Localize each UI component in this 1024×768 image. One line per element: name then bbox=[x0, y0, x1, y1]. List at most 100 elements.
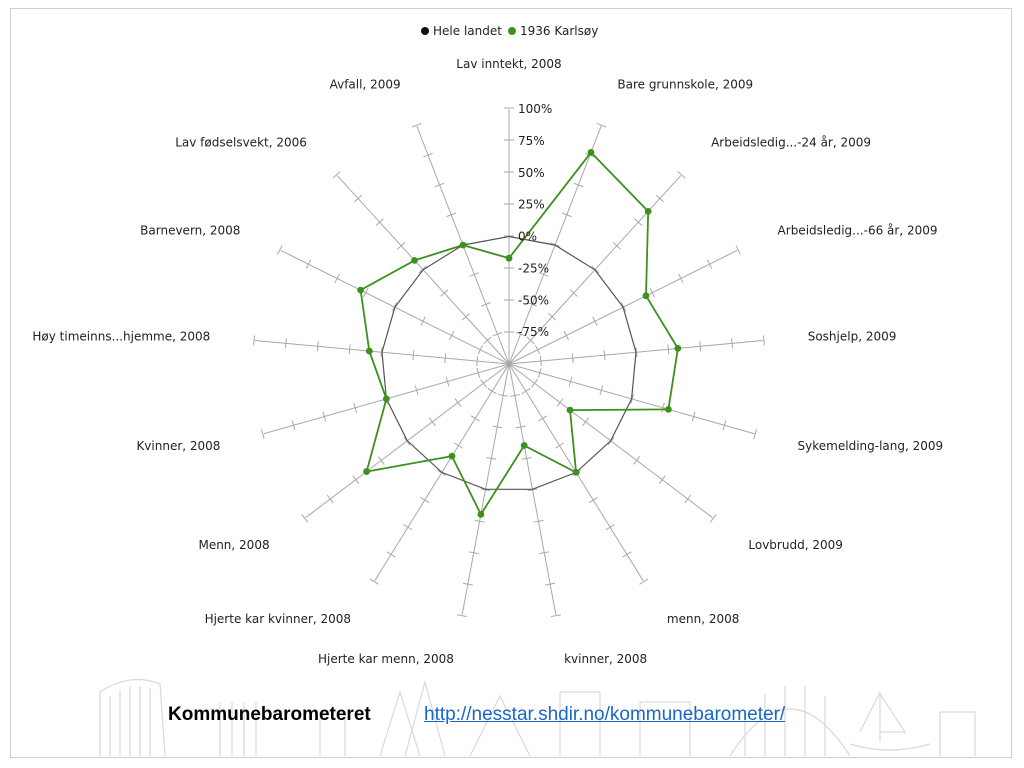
spoke-tick bbox=[661, 402, 665, 413]
spoke-tick bbox=[476, 367, 481, 378]
spoke-tick bbox=[322, 411, 327, 422]
series-point bbox=[382, 395, 390, 403]
tick-labels: 100% 75% 50% 25% 0% -25% -50% -75% bbox=[518, 102, 552, 339]
spoke-tick bbox=[326, 494, 334, 504]
spoke-tick bbox=[588, 496, 598, 504]
spoke-tick bbox=[369, 578, 379, 585]
spoke-tick bbox=[483, 336, 492, 345]
spoke-tick bbox=[476, 356, 479, 367]
category-label: Høy timeinns...hjemme, 2008 bbox=[32, 329, 210, 343]
spoke-tick bbox=[446, 212, 457, 218]
spoke-tick bbox=[569, 289, 578, 297]
series-line-1 bbox=[359, 151, 679, 517]
spoke-tick bbox=[487, 388, 497, 395]
spoke-tick bbox=[412, 350, 415, 361]
spoke-tick bbox=[470, 415, 480, 422]
spoke-tick bbox=[423, 152, 433, 158]
spoke-tick bbox=[527, 302, 537, 307]
series-point bbox=[365, 347, 373, 355]
spoke-tick bbox=[706, 259, 713, 269]
tick-label: -25% bbox=[518, 261, 549, 275]
spoke-tick bbox=[531, 378, 538, 388]
spoke-tick bbox=[533, 519, 544, 523]
legend-label: Hele landet bbox=[433, 24, 502, 38]
spoke-tick bbox=[539, 356, 542, 367]
spoke-tick bbox=[445, 376, 450, 387]
spoke-tick bbox=[403, 524, 413, 531]
spoke-tick bbox=[649, 287, 655, 298]
spoke-tick bbox=[534, 345, 541, 355]
series-point bbox=[587, 148, 595, 156]
bridge-watermark bbox=[99, 678, 976, 756]
spoke-tick bbox=[634, 218, 643, 226]
spoke-tick bbox=[667, 344, 670, 355]
category-label: Lovbrudd, 2009 bbox=[748, 538, 842, 552]
spoke-tick bbox=[260, 429, 265, 440]
spoke-tick bbox=[539, 551, 550, 555]
spoke-tick bbox=[571, 353, 574, 364]
spoke-tick bbox=[453, 442, 463, 449]
spoke-tick bbox=[480, 378, 487, 388]
spoke-tick bbox=[386, 551, 396, 558]
series-point bbox=[520, 442, 528, 449]
spoke-tick bbox=[691, 411, 696, 422]
footer-title: Kommunebarometeret bbox=[168, 704, 371, 725]
spoke-tick bbox=[677, 171, 686, 179]
spoke-tick bbox=[486, 456, 497, 460]
tick-label: 0% bbox=[518, 230, 537, 244]
series-point bbox=[459, 241, 467, 249]
spoke-tick bbox=[316, 341, 319, 352]
spoke-tick bbox=[545, 582, 556, 586]
series-point bbox=[477, 510, 485, 518]
spoke-tick bbox=[468, 551, 479, 555]
spoke-tick bbox=[291, 420, 296, 431]
spoke-tick bbox=[658, 475, 666, 484]
spoke-tick bbox=[582, 417, 590, 427]
spoke-tick bbox=[639, 578, 649, 585]
spoke-tick bbox=[722, 420, 727, 431]
tick-label: 25% bbox=[518, 198, 545, 212]
spoke-tick bbox=[603, 350, 606, 361]
tick-label: -50% bbox=[518, 293, 549, 307]
spoke-tick bbox=[492, 331, 503, 337]
spoke-tick bbox=[440, 289, 449, 297]
spoke-tick bbox=[352, 475, 360, 484]
footer-link[interactable]: http://nesstar.shdir.no/kommunebarometer… bbox=[424, 704, 786, 725]
spoke-tick bbox=[538, 415, 548, 422]
series-line-0 bbox=[381, 235, 637, 490]
spoke-tick bbox=[509, 394, 520, 397]
series-point bbox=[411, 256, 418, 264]
spoke-tick bbox=[515, 331, 526, 337]
spoke-tick bbox=[469, 272, 480, 277]
spoke-tick bbox=[515, 425, 526, 429]
spoke-tick bbox=[334, 273, 340, 284]
spoke-tick bbox=[353, 402, 357, 413]
spoke-tick bbox=[709, 513, 717, 523]
tick-label: -75% bbox=[518, 325, 549, 339]
spoke-tick bbox=[762, 335, 765, 346]
category-label: Lav inntekt, 2008 bbox=[456, 57, 561, 71]
spoke-tick bbox=[284, 338, 287, 349]
spoke-tick bbox=[474, 519, 485, 523]
category-label: Arbeidsledig...-24 år, 2009 bbox=[711, 135, 871, 149]
spoke-tick bbox=[568, 376, 573, 387]
spoke-tick bbox=[678, 273, 684, 284]
spoke-tick bbox=[354, 194, 363, 203]
spoke-tick bbox=[555, 442, 565, 449]
series-point bbox=[644, 207, 652, 215]
category-label: Arbeidsledig...-66 år, 2009 bbox=[778, 223, 938, 237]
category-label: Bare grunnskole, 2009 bbox=[617, 77, 753, 91]
series-point bbox=[357, 286, 365, 294]
radar-grid bbox=[253, 107, 765, 618]
spoke-tick bbox=[301, 513, 309, 523]
spoke-tick bbox=[498, 394, 509, 397]
spoke-tick bbox=[561, 212, 572, 218]
spoke-tick bbox=[420, 496, 430, 504]
category-labels: Lav inntekt, 2008 Bare grunnskole, 2009 Ar… bbox=[32, 57, 943, 666]
spoke-tick bbox=[612, 242, 621, 250]
spoke-tick bbox=[377, 456, 385, 465]
spoke-tick bbox=[753, 429, 758, 440]
spoke-tick bbox=[456, 614, 467, 618]
series-point bbox=[505, 254, 513, 262]
spoke-tick bbox=[363, 287, 369, 298]
